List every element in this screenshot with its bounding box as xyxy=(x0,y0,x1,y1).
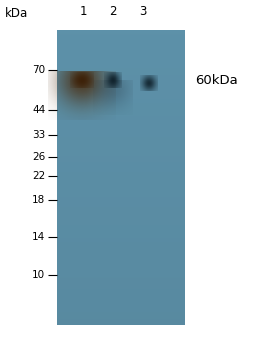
Text: 22: 22 xyxy=(32,171,45,181)
Text: 33: 33 xyxy=(32,130,45,140)
Text: 10: 10 xyxy=(32,270,45,280)
Text: 1: 1 xyxy=(79,5,87,18)
Text: 18: 18 xyxy=(32,195,45,205)
Text: 3: 3 xyxy=(139,5,147,18)
Text: kDa: kDa xyxy=(5,7,28,20)
Text: 60kDa: 60kDa xyxy=(195,73,238,87)
Text: 26: 26 xyxy=(32,152,45,162)
Text: 14: 14 xyxy=(32,232,45,242)
Text: 44: 44 xyxy=(32,105,45,115)
Text: 70: 70 xyxy=(32,65,45,75)
Text: 2: 2 xyxy=(109,5,117,18)
